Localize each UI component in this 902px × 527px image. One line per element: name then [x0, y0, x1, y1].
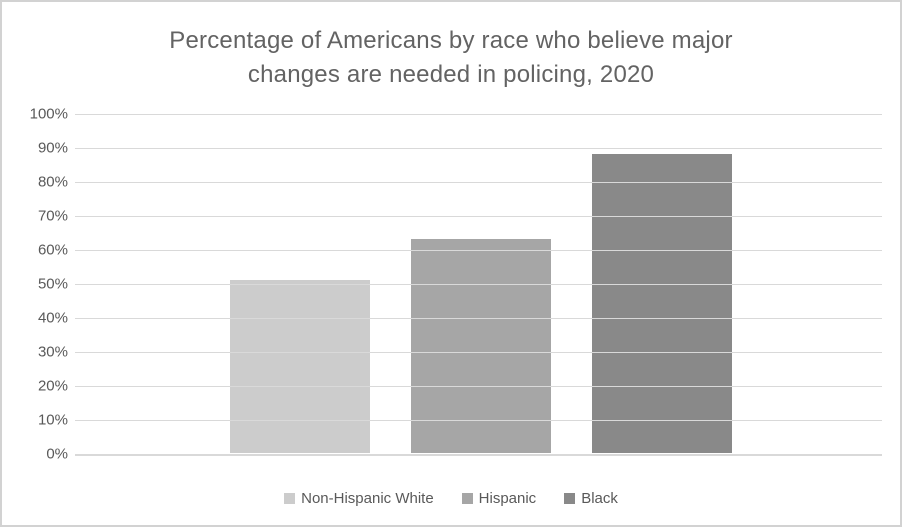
y-tick-label: 0% [46, 445, 68, 463]
gridline [75, 318, 882, 319]
y-tick-label: 100% [29, 105, 68, 123]
gridline [75, 420, 882, 421]
plot-area [75, 113, 882, 456]
y-tick-label: 30% [37, 343, 68, 361]
gridline [75, 182, 882, 183]
y-tick-label: 60% [37, 241, 68, 259]
legend-label: Non-Hispanic White [301, 490, 434, 507]
legend-item-black: Black [564, 490, 618, 507]
gridline [75, 114, 882, 115]
bar-black [592, 153, 732, 453]
legend-swatch-icon [564, 493, 576, 504]
y-tick-label: 80% [37, 173, 68, 191]
legend-item-non-hispanic-white: Non-Hispanic White [284, 490, 434, 507]
legend-label: Hispanic [478, 490, 537, 507]
y-tick-label: 50% [37, 275, 68, 293]
bars-row [230, 113, 732, 453]
legend-swatch-icon [461, 493, 473, 504]
legend-swatch-icon [284, 493, 296, 504]
gridline [75, 216, 882, 217]
y-axis-tick-labels: 0% 10% 20% 30% 40% 50% 60% 70% 80% 90% 100% [2, 106, 68, 463]
gridline [75, 386, 882, 387]
gridline [75, 250, 882, 251]
bar-hispanic [411, 238, 551, 453]
y-tick-label: 20% [37, 377, 68, 395]
gridline [75, 284, 882, 285]
y-tick-label: 70% [37, 207, 68, 225]
legend-label: Black [581, 490, 618, 507]
gridline [75, 352, 882, 353]
y-tick-label: 90% [37, 139, 68, 157]
chart-title: Percentage of Americans by race who beli… [2, 24, 900, 92]
legend: Non-Hispanic White Hispanic Black [2, 490, 900, 507]
gridline [75, 148, 882, 149]
y-tick-label: 40% [37, 309, 68, 327]
bar-non-hispanic-white [230, 279, 370, 453]
legend-item-hispanic: Hispanic [461, 490, 537, 507]
y-tick-label: 10% [37, 411, 68, 429]
chart-title-text: Percentage of Americans by race who beli… [169, 27, 733, 88]
x-axis-line [75, 454, 882, 456]
